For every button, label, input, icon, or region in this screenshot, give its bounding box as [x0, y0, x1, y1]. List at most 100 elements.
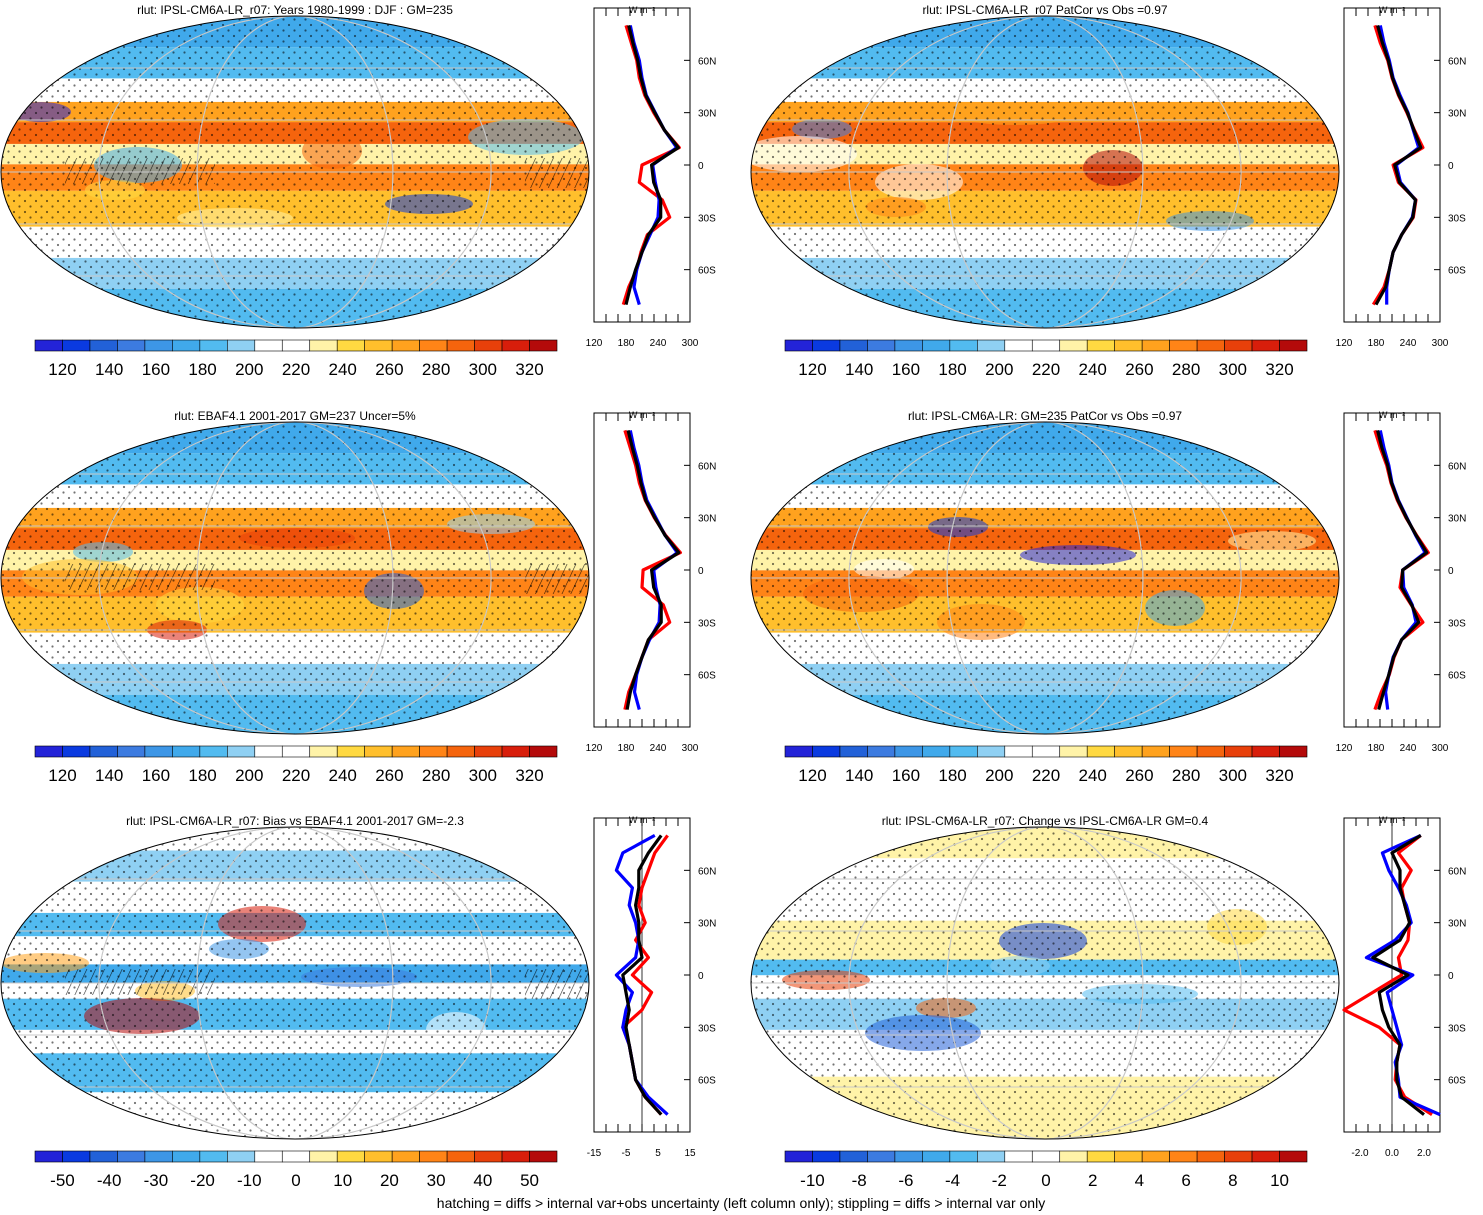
zonal-profile: 60N 30N 0 30S 60S 120 180 240 300 W m⁻²: [586, 410, 717, 754]
colorbar-swatch: [1031, 1150, 1061, 1163]
colorbar-label: 200: [235, 766, 263, 785]
colorbar-swatch: [501, 339, 530, 352]
colorbar-swatch: [144, 745, 173, 758]
colorbar-swatch: [1169, 745, 1198, 758]
profile-unit: W m⁻²: [629, 5, 655, 15]
colorbar-label: 140: [845, 360, 873, 379]
colorbar-swatch: [309, 339, 338, 352]
colorbar-label: -50: [50, 1171, 75, 1190]
colorbar-swatch: [419, 1150, 448, 1163]
colorbar-swatch: [894, 745, 923, 758]
colorbar-swatch: [812, 745, 841, 758]
colorbar-swatch: [227, 745, 256, 758]
colorbar-swatch: [529, 339, 558, 352]
panel-5: rlut: IPSL-CM6A-LR_r07: Bias vs EBAF4.1 …: [0, 814, 716, 1190]
colorbar-swatch: [501, 745, 530, 758]
colorbar-label: -40: [97, 1171, 122, 1190]
colorbar-label: 240: [1079, 360, 1107, 379]
colorbar-label: 120: [48, 360, 76, 379]
colorbar-swatch: [1004, 339, 1033, 352]
colorbar-swatch: [391, 1150, 420, 1163]
colorbar-swatch: [1004, 1150, 1033, 1163]
colorbar-swatch: [922, 745, 951, 758]
colorbar-swatch: [922, 1150, 951, 1163]
lat-tick-label: 0: [1448, 566, 1454, 577]
map-outline: [750, 15, 1340, 329]
colorbar-label: -2: [992, 1171, 1007, 1190]
colorbar-swatch: [529, 1150, 558, 1163]
colorbar-swatch: [391, 745, 420, 758]
colorbar-swatch: [1196, 1150, 1225, 1163]
profile-x-tick: 120: [586, 743, 603, 754]
colorbar-swatch: [1251, 339, 1280, 352]
colorbar-label: 140: [845, 766, 873, 785]
colorbar-swatch: [391, 339, 420, 352]
colorbar-swatch: [894, 339, 923, 352]
colorbar-swatch: [309, 1150, 338, 1163]
colorbar-label: 320: [1265, 766, 1293, 785]
colorbar: 120 140 160 180 200 220 240 260 280 300 320: [784, 339, 1308, 379]
lat-tick-label: 30S: [1448, 618, 1466, 629]
panel-title: rlut: IPSL-CM6A-LR_r07: Change vs IPSL-C…: [882, 814, 1209, 828]
colorbar-swatch: [784, 745, 813, 758]
profile-x-tick: 15: [684, 1148, 696, 1159]
lat-tick-label: 30N: [698, 109, 716, 120]
colorbar-label: 280: [422, 360, 450, 379]
colorbar-swatch: [784, 1150, 813, 1163]
profile-x-tick: 300: [682, 743, 699, 754]
colorbar-swatch: [144, 1150, 173, 1163]
colorbar-label: -6: [898, 1171, 913, 1190]
colorbar-swatch: [474, 745, 503, 758]
colorbar-label: 0: [1041, 1171, 1050, 1190]
map-field: [751, 16, 1339, 328]
colorbar-swatch: [867, 745, 896, 758]
lat-tick-label: 60N: [698, 56, 716, 67]
profile-x-tick: 180: [618, 743, 635, 754]
colorbar-label: 220: [1032, 766, 1060, 785]
colorbar-label: 50: [520, 1171, 539, 1190]
colorbar-swatch: [1279, 1150, 1308, 1163]
colorbar-label: 40: [473, 1171, 492, 1190]
colorbar-swatch: [1086, 745, 1115, 758]
profile-series-3: [1376, 430, 1429, 711]
lat-tick-label: 60S: [1448, 671, 1466, 682]
colorbar-swatch: [117, 339, 146, 352]
colorbar-swatch: [281, 745, 311, 758]
colorbar-swatch: [784, 339, 813, 352]
colorbar-label: 320: [515, 766, 543, 785]
lat-tick-label: 30N: [698, 514, 716, 525]
colorbar-swatch: [977, 339, 1006, 352]
lat-tick-label: 60N: [1448, 866, 1466, 877]
colorbar-swatch: [474, 1150, 503, 1163]
colorbar-label: 180: [938, 360, 966, 379]
zonal-profile: 60N 30N 0 30S 60S 120 180 240 300 W m⁻²: [1336, 5, 1467, 349]
colorbar-swatch: [1114, 1150, 1143, 1163]
profile-x-tick: 300: [1432, 338, 1449, 349]
profile-x-tick: -5: [622, 1148, 631, 1159]
colorbar: -10 -8 -6 -4 -2 0 2 4 6 8 10: [784, 1150, 1308, 1190]
colorbar-label: 300: [1219, 766, 1247, 785]
colorbar-swatch: [199, 745, 228, 758]
colorbar-swatch: [446, 1150, 475, 1163]
colorbar-swatch: [1059, 745, 1088, 758]
lat-tick-label: 0: [1448, 971, 1454, 982]
map-field: [751, 422, 1339, 734]
colorbar-label: 260: [375, 360, 403, 379]
panel-title: rlut: IPSL-CM6A-LR_r07: Bias vs EBAF4.1 …: [126, 814, 464, 828]
colorbar-label: 120: [48, 766, 76, 785]
lat-tick-label: 0: [698, 161, 704, 172]
lat-tick-label: 30S: [698, 213, 716, 224]
colorbar-swatch: [364, 745, 393, 758]
zonal-profile: 60N 30N 0 30S 60S 120 180 240 300 W m⁻²: [586, 5, 717, 349]
profile-x-tick: 120: [586, 338, 603, 349]
colorbar-label: 220: [1032, 360, 1060, 379]
colorbar-swatch: [281, 1150, 311, 1163]
colorbar-label: 300: [469, 360, 497, 379]
colorbar-swatch: [1169, 1150, 1198, 1163]
profile-unit: W m⁻²: [629, 410, 655, 420]
colorbar-swatch: [529, 745, 558, 758]
colorbar-swatch: [949, 745, 978, 758]
colorbar-swatch: [812, 1150, 841, 1163]
map-field: [1, 422, 589, 734]
colorbar-swatch: [172, 1150, 201, 1163]
